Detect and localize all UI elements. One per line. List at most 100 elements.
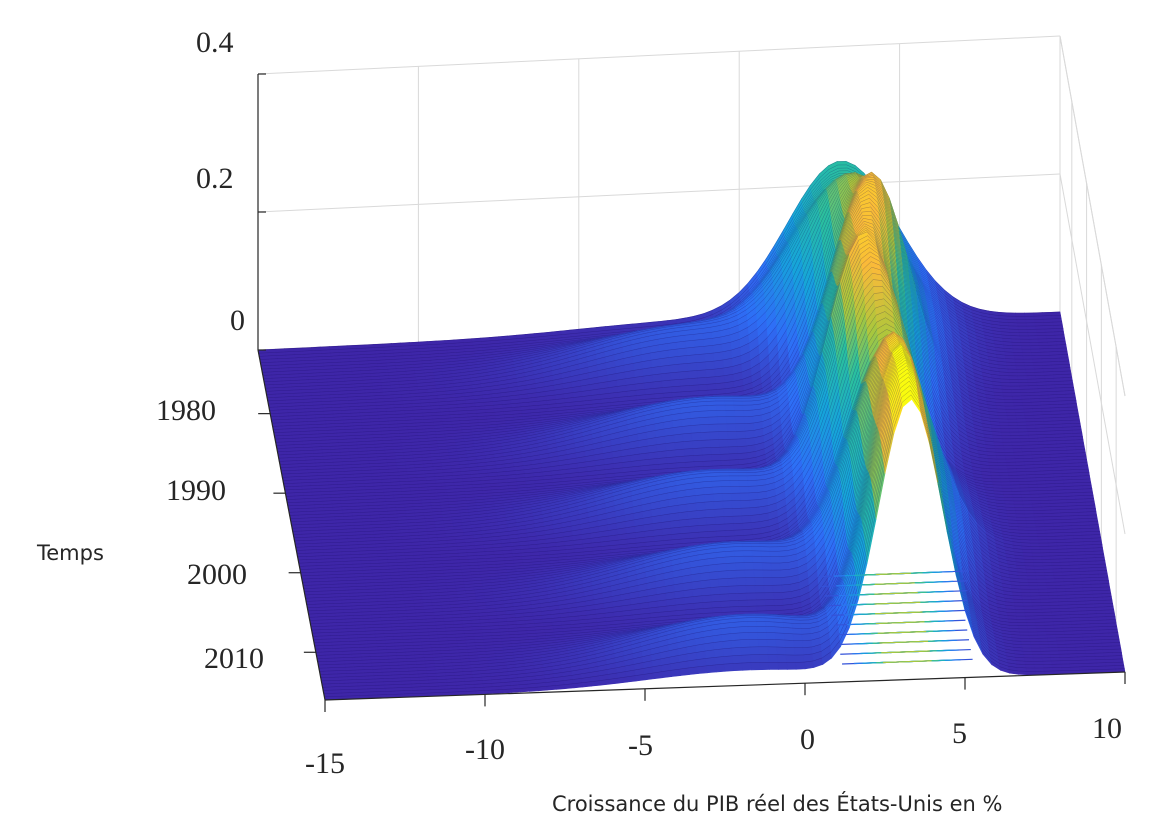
surface-patch <box>1012 444 1023 450</box>
surface-patch <box>737 452 749 460</box>
surface-patch <box>1011 392 1022 397</box>
surface-patch <box>1016 368 1027 373</box>
surface-patch <box>666 449 677 458</box>
surface-patch <box>1007 322 1019 327</box>
surface-patch <box>699 416 710 426</box>
surface-patch <box>1023 411 1035 416</box>
surface-patch <box>698 410 709 419</box>
surface-patch <box>1029 345 1041 350</box>
surface-patch <box>1020 392 1031 397</box>
surface-patch <box>686 346 697 356</box>
grid-z-1 <box>257 173 1061 213</box>
surface-patch <box>735 423 746 432</box>
surface-patch <box>734 410 745 418</box>
surface-patch <box>1016 372 1028 377</box>
surface-patch <box>1009 428 1020 433</box>
surface-patch <box>1012 398 1023 404</box>
surface-patch <box>1031 351 1042 357</box>
surface-patch <box>674 448 686 458</box>
surface-patch <box>1015 365 1026 370</box>
surface-patch <box>674 441 685 451</box>
surface-patch <box>1001 388 1013 394</box>
surface-patch <box>1000 431 1011 436</box>
surface-patch <box>1010 434 1021 440</box>
surface-patch <box>657 450 668 459</box>
surface-patch <box>711 453 722 462</box>
surface-patch <box>716 410 727 418</box>
surface-patch <box>709 431 720 441</box>
surface-patch <box>724 404 735 411</box>
surface-patch <box>702 454 713 462</box>
surface-patch <box>988 461 999 467</box>
surface-patch <box>1015 315 1026 320</box>
surface-patch <box>1006 465 1017 470</box>
surface-patch <box>1031 355 1042 360</box>
surface-patch <box>677 355 688 365</box>
surface-patch <box>703 337 714 347</box>
surface-patch <box>728 446 739 455</box>
surface-patch <box>677 347 688 357</box>
surface-patch <box>692 439 703 449</box>
surface-patch <box>1018 329 1029 333</box>
surface-patch <box>999 425 1010 430</box>
surface-patch <box>1025 368 1036 373</box>
surface-patch <box>700 431 711 441</box>
surface-patch <box>1019 484 1030 489</box>
surface-patch <box>994 445 1005 450</box>
surface-patch <box>1013 351 1024 357</box>
surface-patch <box>1007 471 1019 476</box>
surface-patch <box>668 356 680 366</box>
surface-patch <box>708 416 719 425</box>
surface-patch <box>666 456 677 464</box>
surface-patch <box>838 167 849 172</box>
surface-patch <box>1019 487 1030 492</box>
surface-patch <box>701 439 712 449</box>
surface-patch <box>1033 315 1044 320</box>
surface-patch <box>744 422 755 432</box>
surface-patch <box>1027 332 1038 337</box>
surface-patch <box>996 455 1007 460</box>
surface-patch <box>681 418 692 427</box>
surface-patch <box>697 377 708 386</box>
surface-patch <box>1020 342 1031 347</box>
surface-patch <box>683 440 694 450</box>
surface-patch <box>696 369 707 379</box>
surface-patch <box>1010 335 1021 340</box>
surface-patch <box>662 386 673 394</box>
surface-patch <box>997 411 1008 417</box>
surface-patch <box>1001 385 1012 390</box>
surface-patch <box>1029 341 1040 347</box>
surface-patch <box>667 462 678 469</box>
surface-patch <box>993 441 1004 446</box>
surface-patch <box>1028 338 1039 343</box>
surface-patch <box>1006 312 1017 317</box>
surface-patch <box>734 416 746 425</box>
surface-patch <box>1004 451 1015 457</box>
surface-patch <box>1013 405 1025 410</box>
surface-patch <box>733 404 744 411</box>
surface-patch <box>1001 487 1013 492</box>
surface-patch <box>714 367 725 378</box>
surface-patch <box>1019 338 1031 343</box>
surface-patch <box>727 431 738 440</box>
surface-patch <box>1016 322 1028 327</box>
surface-patch <box>661 379 672 388</box>
surface-patch <box>1022 355 1033 360</box>
surface-patch <box>726 423 737 432</box>
surface-patch <box>1012 395 1023 400</box>
surface-patch <box>1017 375 1028 380</box>
surface-patch <box>715 400 726 406</box>
surface-patch <box>728 453 740 461</box>
surface-patch <box>737 445 748 454</box>
surface-patch <box>1023 361 1035 367</box>
surface-patch <box>694 345 706 356</box>
surface-patch <box>1037 335 1048 340</box>
surface-patch <box>732 397 743 402</box>
surface-patch <box>693 460 705 468</box>
surface-patch <box>660 364 671 375</box>
surface-patch <box>691 432 702 442</box>
surface-patch <box>1008 375 1019 380</box>
surface-patch <box>1016 319 1027 324</box>
surface-patch <box>836 161 848 166</box>
surface-patch <box>1025 319 1036 324</box>
